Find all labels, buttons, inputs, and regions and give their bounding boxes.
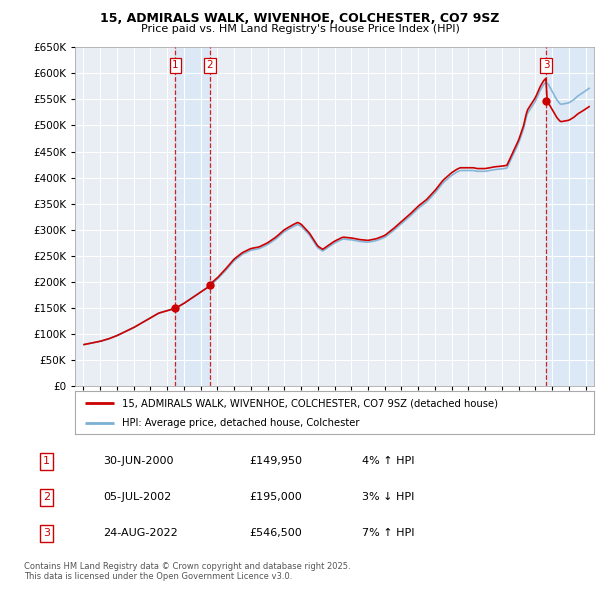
Text: 2: 2 bbox=[43, 493, 50, 503]
Bar bbox=[546, 47, 594, 386]
Text: 7% ↑ HPI: 7% ↑ HPI bbox=[362, 529, 415, 539]
Text: 3% ↓ HPI: 3% ↓ HPI bbox=[362, 493, 415, 503]
Text: 15, ADMIRALS WALK, WIVENHOE, COLCHESTER, CO7 9SZ: 15, ADMIRALS WALK, WIVENHOE, COLCHESTER,… bbox=[100, 12, 500, 25]
Text: £546,500: £546,500 bbox=[250, 529, 302, 539]
Text: 3: 3 bbox=[43, 529, 50, 539]
Text: HPI: Average price, detached house, Colchester: HPI: Average price, detached house, Colc… bbox=[122, 418, 359, 428]
Bar bbox=[175, 47, 209, 386]
Text: 1: 1 bbox=[172, 60, 179, 70]
Text: £149,950: £149,950 bbox=[250, 457, 302, 466]
Text: 3: 3 bbox=[543, 60, 550, 70]
Text: Price paid vs. HM Land Registry's House Price Index (HPI): Price paid vs. HM Land Registry's House … bbox=[140, 24, 460, 34]
Text: 30-JUN-2000: 30-JUN-2000 bbox=[103, 457, 173, 466]
Text: 1: 1 bbox=[43, 457, 50, 466]
Text: 2: 2 bbox=[206, 60, 213, 70]
Text: 24-AUG-2022: 24-AUG-2022 bbox=[103, 529, 178, 539]
Text: £195,000: £195,000 bbox=[250, 493, 302, 503]
Text: Contains HM Land Registry data © Crown copyright and database right 2025.
This d: Contains HM Land Registry data © Crown c… bbox=[24, 562, 350, 581]
Text: 15, ADMIRALS WALK, WIVENHOE, COLCHESTER, CO7 9SZ (detached house): 15, ADMIRALS WALK, WIVENHOE, COLCHESTER,… bbox=[122, 398, 498, 408]
Text: 05-JUL-2002: 05-JUL-2002 bbox=[103, 493, 171, 503]
Text: 4% ↑ HPI: 4% ↑ HPI bbox=[362, 457, 415, 466]
